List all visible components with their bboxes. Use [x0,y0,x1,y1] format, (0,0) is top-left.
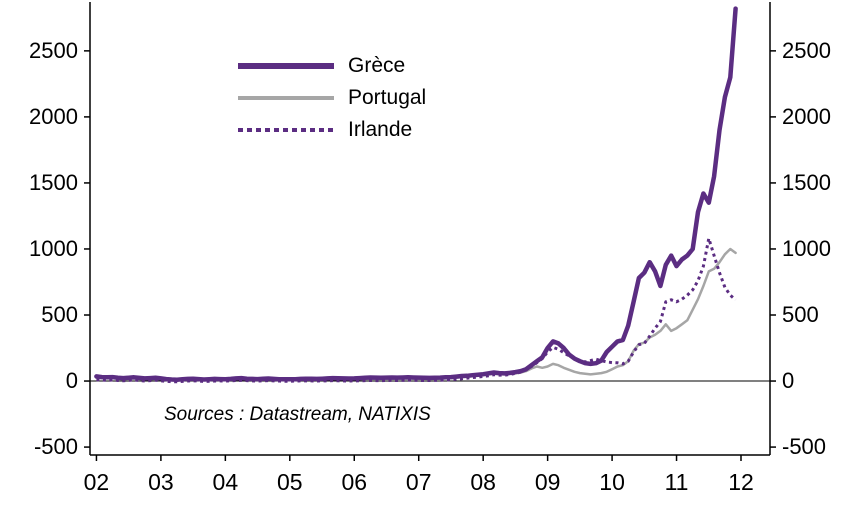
legend-item-grece: Grèce [238,54,426,77]
x-axis-tick-label: 02 [84,469,110,495]
x-axis-tick-label: 07 [406,469,432,495]
y-axis-tick-label-right: 1500 [782,170,831,195]
x-axis-tick-label: 09 [535,469,561,495]
x-axis-tick-label: 10 [599,469,625,495]
x-axis-tick-label: 06 [341,469,367,495]
y-axis-tick-label-right: -500 [782,434,826,459]
grce-line [94,6,738,382]
x-axis-tick-label: 08 [470,469,496,495]
y-axis-tick-label-right: 1000 [782,236,831,261]
x-axis-tick-label: 11 [665,469,689,495]
grece-line-swatch [238,63,334,69]
y-axis-tick-label-right: 0 [782,368,794,393]
x-axis-tick-label: 12 [728,469,754,495]
portugal-line-swatch [238,96,334,100]
irlande-line [96,236,737,384]
legend-item-irlande: Irlande [238,118,426,141]
legend-item-portugal: Portugal [238,86,427,109]
legend-label-grece: Grèce [348,54,406,77]
legend: Grèce Portugal Irlande [238,54,427,152]
source-note: Sources : Datastream, NATIXIS [164,404,431,425]
y-axis-tick-label-right: 2500 [782,38,831,63]
y-axis-tick-label-left: 1000 [29,236,78,261]
x-axis-tick-label: 05 [277,469,303,495]
y-axis-tick-label-left: 0 [66,368,78,393]
y-axis-tick-label-left: -500 [34,434,78,459]
y-axis-tick-label-left: 1500 [29,170,78,195]
x-axis-tick-label: 03 [148,469,174,495]
y-axis-tick-label-left: 2500 [29,38,78,63]
legend-label-portugal: Portugal [348,86,427,109]
y-axis-tick-label-right: 500 [782,302,819,327]
portugal-line [95,247,737,382]
y-axis-tick-label-left: 500 [41,302,78,327]
y-axis-tick-label-right: 2000 [782,104,831,129]
irlande-line-swatch [238,127,334,133]
legend-label-irlande: Irlande [348,118,413,141]
x-axis-tick-label: 04 [213,469,239,495]
y-axis-tick-label-left: 2000 [29,104,78,129]
